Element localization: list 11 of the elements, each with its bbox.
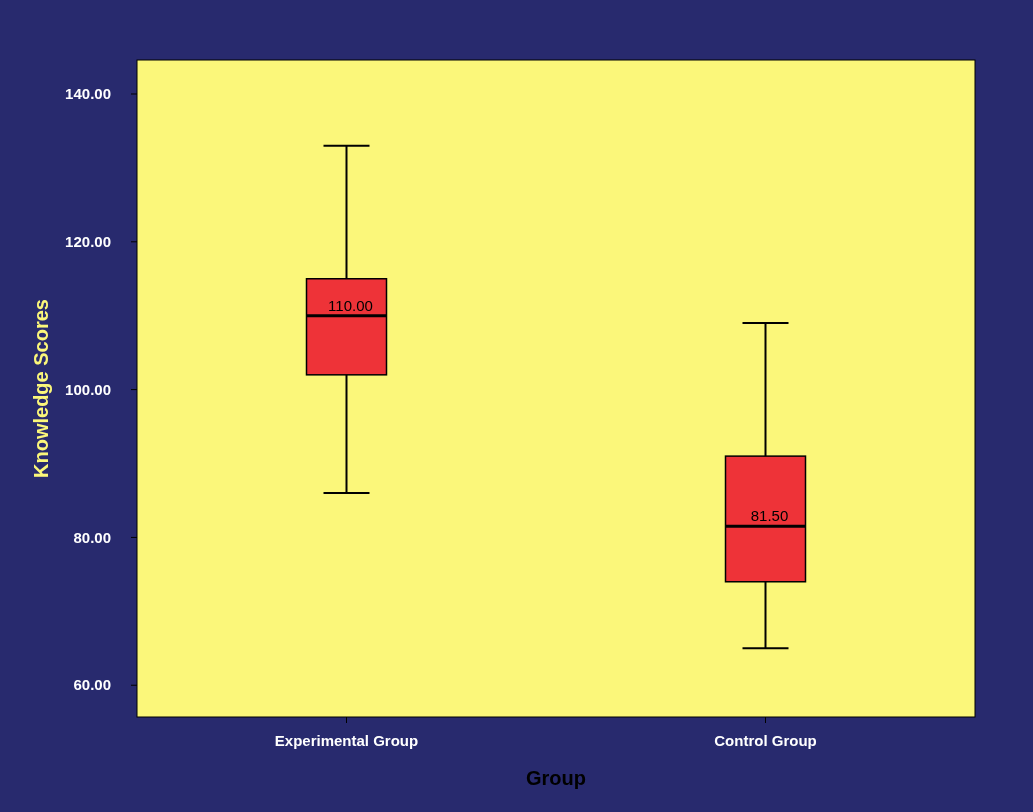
annotation: 81.50: [750, 507, 789, 525]
y-axis-title: Knowledge Scores: [30, 299, 52, 478]
y-tick-label: 80.00: [73, 528, 111, 546]
annotation: 110.00: [328, 296, 373, 314]
y-tick-label: 140.00: [65, 85, 111, 103]
x-axis-title: Group: [526, 767, 586, 789]
x-tick-label: Experimental Group: [274, 732, 419, 749]
y-tick-label: 120.00: [65, 233, 111, 251]
y-tick-label: 60.00: [73, 676, 111, 694]
y-tick-label: 100.00: [65, 380, 111, 398]
x-tick-label: Control Group: [714, 732, 817, 749]
